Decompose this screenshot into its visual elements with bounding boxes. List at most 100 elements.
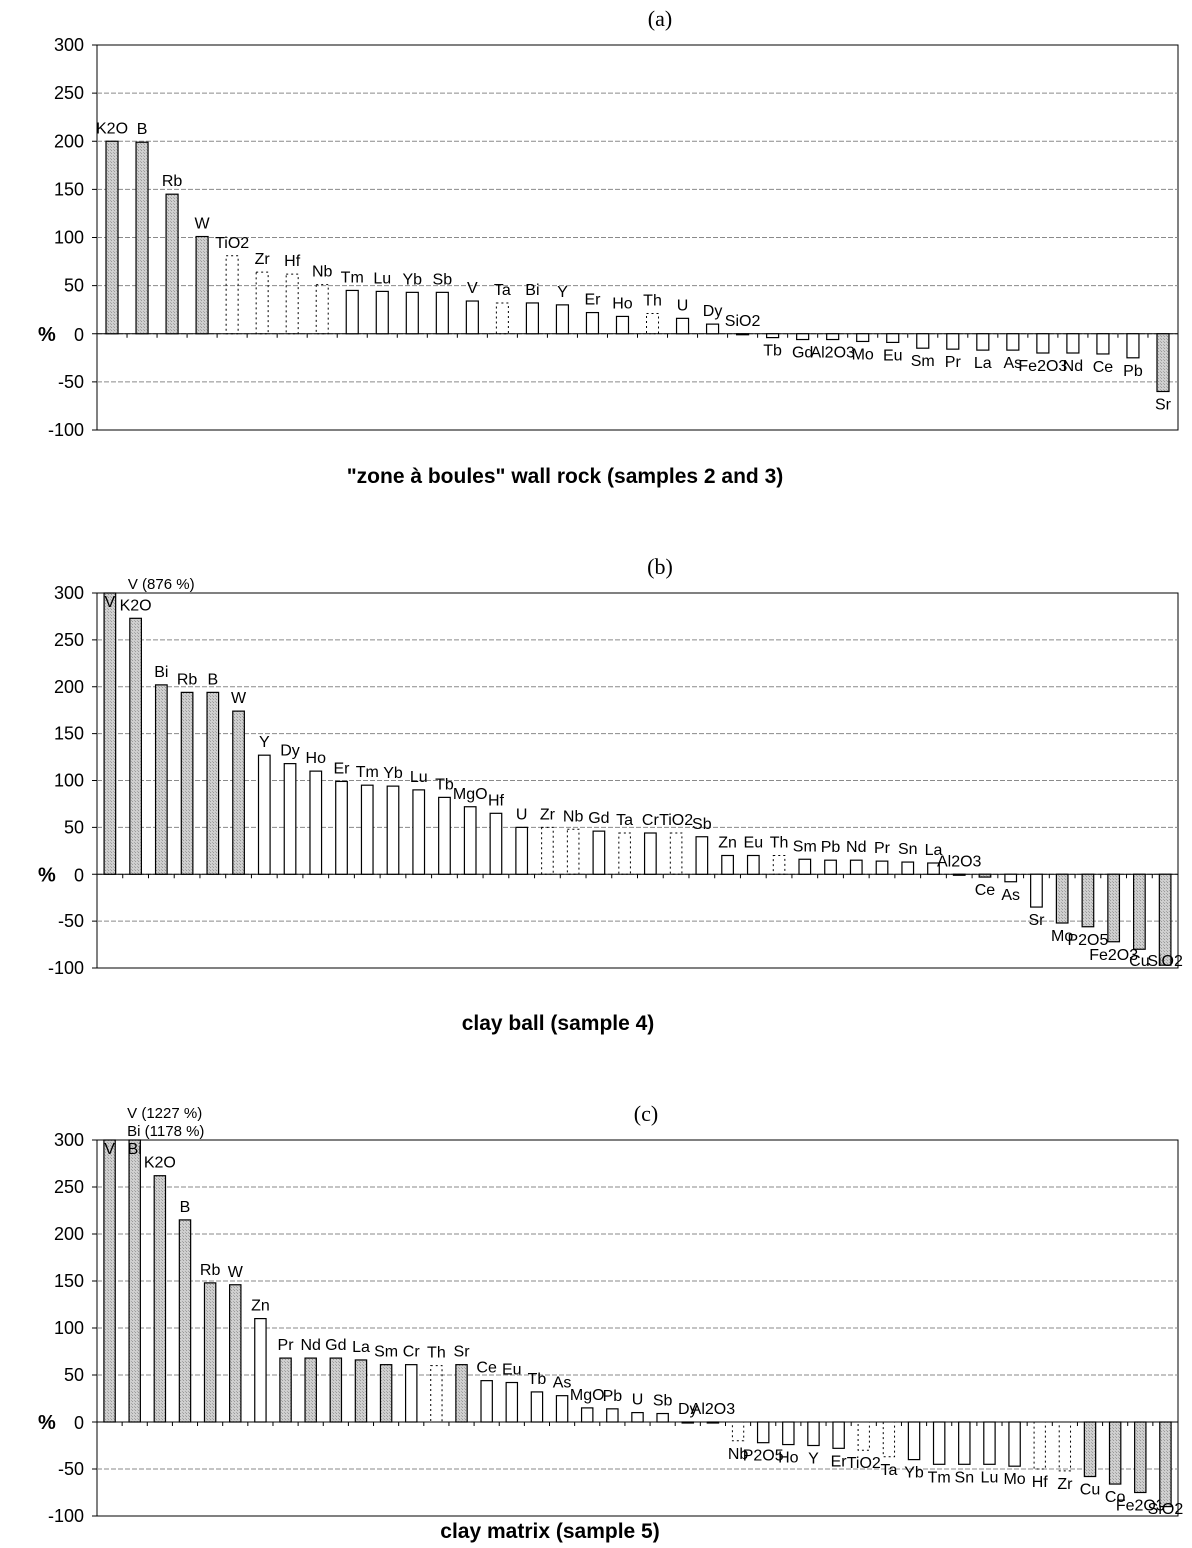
y-tick-label: 200 [54, 131, 84, 151]
bar [646, 313, 660, 335]
bar-label: Pb [1123, 363, 1143, 380]
bar-label: Sb [692, 816, 712, 833]
bar-label: MgO [453, 786, 488, 803]
offscale-annotation: Bi (1178 %) [127, 1123, 204, 1140]
bar [329, 1357, 343, 1423]
bar-label: Ho [306, 750, 327, 767]
bar-label: Pb [603, 1388, 623, 1405]
bar-label: Pr [874, 840, 891, 857]
bar [254, 1317, 267, 1423]
bar [978, 873, 992, 878]
bar-label: Cu [1129, 953, 1149, 970]
y-tick-label: -100 [48, 958, 84, 978]
bar [105, 140, 119, 335]
bar-label: Nd [300, 1337, 320, 1354]
bar-label: Ce [1093, 359, 1114, 376]
bar [1134, 1421, 1147, 1494]
bar [285, 273, 299, 335]
bar-label: Hf [1032, 1474, 1049, 1491]
bar [1030, 873, 1043, 908]
bar [669, 832, 683, 875]
bar [375, 290, 389, 335]
y-axis-label: % [38, 864, 56, 886]
bar [178, 1219, 192, 1423]
bar-label: Mo [852, 346, 874, 363]
bar [435, 291, 449, 335]
bar [706, 1421, 720, 1424]
bar-label: B [207, 671, 218, 688]
bar [1004, 873, 1018, 883]
bar-label: Lu [981, 1469, 999, 1486]
bar-label: Co [1105, 1489, 1126, 1506]
bar-label: P2O5 [743, 1448, 784, 1465]
bar [180, 691, 194, 875]
bar [480, 1380, 493, 1423]
bar [976, 333, 990, 351]
bar-label: Dy [678, 1401, 698, 1418]
bar-label: W [231, 690, 247, 707]
bar-label: Tb [763, 343, 782, 360]
bar [857, 1421, 870, 1451]
y-tick-label: -100 [48, 420, 84, 440]
bar-label: Sn [898, 841, 918, 858]
bar-label: Cr [403, 1344, 421, 1361]
bar-label: Cu [1080, 1482, 1100, 1499]
bar-label: Eu [883, 347, 903, 364]
bar [465, 300, 479, 335]
y-tick-label: 300 [54, 35, 84, 55]
bar [495, 302, 509, 335]
bar-label: Sr [1028, 912, 1045, 929]
bar [154, 684, 168, 875]
bar-label: Tb [435, 776, 454, 793]
bar [1081, 873, 1095, 928]
bar-label: Eu [744, 835, 764, 852]
bar-label: MgO [570, 1387, 605, 1404]
bar [1126, 333, 1140, 359]
bar [832, 1421, 845, 1449]
bar-label: Rb [177, 671, 198, 688]
bar [257, 754, 271, 875]
bar [229, 1284, 242, 1423]
y-tick-label: 250 [54, 1177, 84, 1197]
bar [875, 860, 889, 875]
bar [566, 828, 580, 875]
y-tick-label: 0 [74, 1413, 84, 1433]
bar [746, 854, 760, 875]
bar [438, 796, 451, 875]
bar [530, 1391, 544, 1423]
bar-label: U [677, 297, 689, 314]
bar [952, 873, 966, 876]
bar [798, 858, 812, 875]
bar [1133, 873, 1146, 950]
bar-label: Sm [374, 1344, 398, 1361]
bar [1083, 1421, 1097, 1478]
bar [643, 832, 657, 875]
panel-label-a: (a) [648, 6, 672, 31]
bar [103, 592, 117, 875]
bar-label: Tm [341, 269, 364, 286]
bar [927, 862, 940, 875]
bar-label: Gd [792, 345, 813, 362]
bar-label: Gd [325, 1337, 346, 1354]
bar-label: SiO2 [1148, 1501, 1184, 1518]
bar-label: K2O [120, 597, 152, 614]
bar-label: La [925, 842, 943, 859]
bar-label: U [632, 1392, 644, 1409]
bar-label: Bi [525, 282, 539, 299]
bar [304, 1357, 317, 1423]
bar [135, 141, 149, 335]
y-tick-label: 200 [54, 1224, 84, 1244]
bar [735, 333, 750, 336]
y-tick-label: 150 [54, 724, 84, 744]
bar-label: Zn [718, 835, 737, 852]
bar-label: V [467, 280, 478, 297]
y-tick-label: 250 [54, 630, 84, 650]
bar [1107, 873, 1121, 943]
bar-label: Sn [955, 1469, 975, 1486]
bar-label: Tm [928, 1469, 951, 1486]
bar [946, 333, 960, 350]
bar [782, 1421, 795, 1446]
chart-panel-b: (b) 300 250 200 150 100 50% 0 -50 -100 V K2O Bi Rb B… [38, 554, 1183, 1035]
bar-label: Pb [821, 839, 841, 856]
bar-label: La [974, 355, 992, 372]
